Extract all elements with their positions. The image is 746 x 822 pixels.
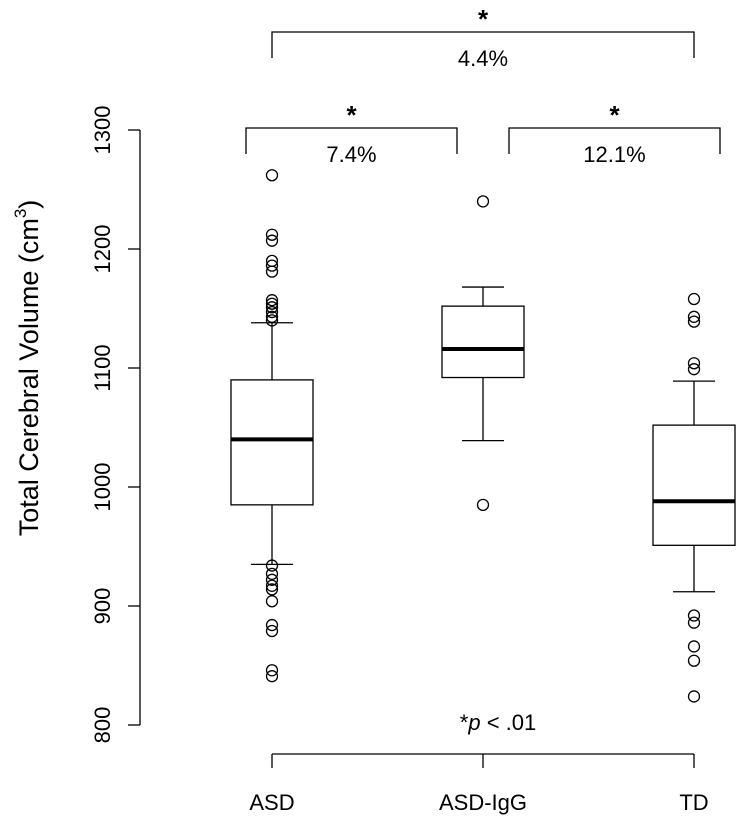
outlier-point <box>265 234 279 247</box>
outlier-point <box>265 265 279 278</box>
outlier-point <box>265 573 279 586</box>
outlier-point <box>476 195 490 208</box>
iqr-box <box>230 379 314 506</box>
significance-star: * <box>478 4 489 34</box>
outlier-point <box>687 609 701 622</box>
y-axis: 800 900 1000 1100 1200 1300 <box>90 106 141 744</box>
x-tick-label: ASD-IgG <box>439 790 527 815</box>
outlier-point <box>265 670 279 683</box>
significance-brackets: * 7.4% * 12.1% * 4.4% <box>245 4 721 167</box>
outlier-point <box>687 654 701 667</box>
box-asd <box>230 169 314 683</box>
y-tick-label: 1100 <box>90 344 115 391</box>
outlier-point <box>687 292 701 306</box>
bracket-asd-igg-vs-td: * 12.1% <box>508 100 721 167</box>
outlier-point <box>265 559 279 572</box>
bracket-asd-vs-asd-igg: * 7.4% <box>245 100 458 167</box>
bracket-asd-vs-td: * 4.4% <box>271 4 695 71</box>
difference-label: 4.4% <box>458 46 508 71</box>
outlier-point <box>265 579 279 592</box>
outlier-point <box>265 618 279 632</box>
outlier-point <box>687 357 701 370</box>
outlier-point <box>687 616 701 629</box>
outlier-point <box>265 664 279 677</box>
iqr-box <box>441 305 525 379</box>
outlier-point <box>265 583 279 596</box>
significance-star: * <box>609 100 620 130</box>
box-asd-igg <box>441 195 525 512</box>
outlier-point <box>687 315 701 328</box>
bracket-line <box>508 127 721 154</box>
outlier-point <box>687 640 701 653</box>
outlier-point <box>265 624 279 638</box>
boxes-layer <box>230 169 736 703</box>
outlier-point <box>265 567 279 581</box>
outlier-point <box>265 294 279 307</box>
outlier-point <box>265 259 279 272</box>
outlier-point <box>265 310 279 323</box>
iqr-box <box>652 424 736 546</box>
y-tick-label: 1200 <box>90 225 115 274</box>
outlier-point <box>265 595 279 608</box>
x-tick-label: TD <box>679 790 708 815</box>
y-tick-label: 1300 <box>90 106 115 155</box>
outlier-point <box>687 310 701 323</box>
x-axis: ASD ASD-IgG TD <box>249 753 709 815</box>
bracket-line <box>245 127 458 154</box>
y-tick-label: 800 <box>90 707 115 744</box>
outlier-point <box>687 690 701 703</box>
box-td <box>652 292 736 703</box>
bracket-line <box>271 31 695 58</box>
outlier-point <box>265 228 279 241</box>
difference-label: 12.1% <box>583 142 645 167</box>
outlier-point <box>265 297 279 310</box>
significance-star: * <box>346 100 357 130</box>
outlier-point <box>265 301 279 314</box>
outlier-point <box>265 314 279 327</box>
difference-label: 7.4% <box>326 142 376 167</box>
x-tick-label: ASD <box>249 790 294 815</box>
outlier-point <box>265 169 279 182</box>
y-tick-label: 1000 <box>90 463 115 512</box>
outlier-point <box>476 498 490 512</box>
outlier-point <box>265 305 279 319</box>
y-axis-label: Total Cerebral Volume (cm3) <box>11 200 44 537</box>
y-tick-label: 900 <box>90 588 115 625</box>
outlier-point <box>687 363 701 376</box>
p-value-annotation: *p < .01 <box>460 710 536 735</box>
